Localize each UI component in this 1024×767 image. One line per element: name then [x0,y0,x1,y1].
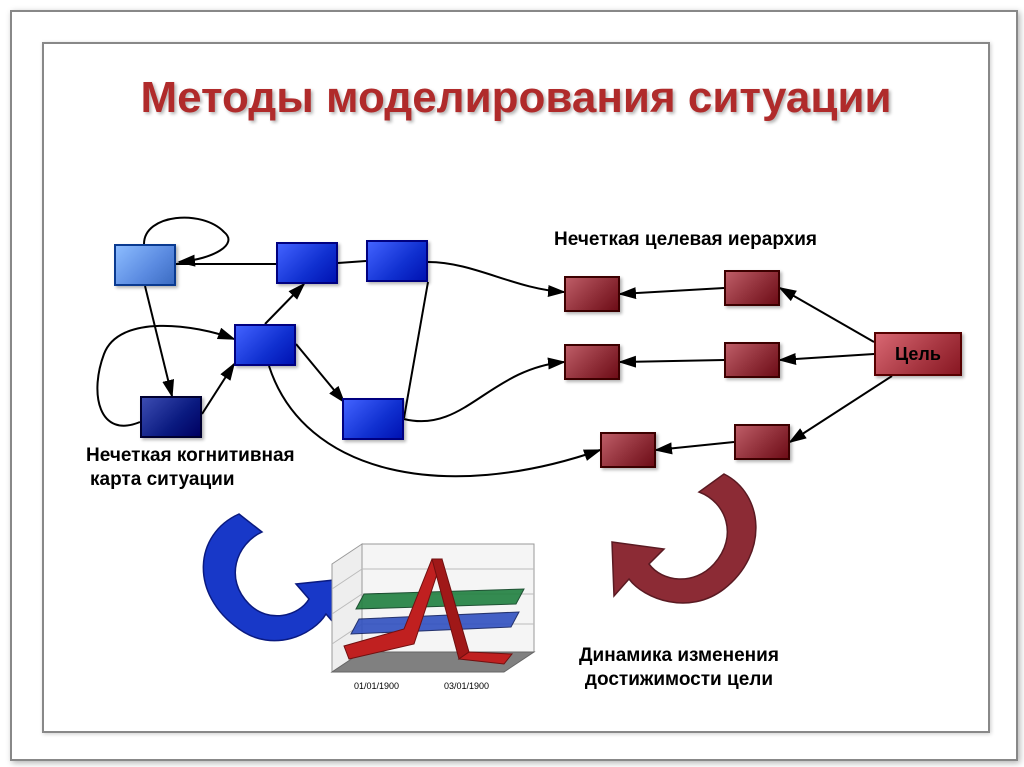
dynamics-line1: Динамика изменения [579,645,779,666]
big-red-arrow [612,474,756,603]
dynamics-line2: достижимости цели [585,669,773,690]
node-r4 [724,342,780,378]
node-b2 [276,242,338,284]
node-b1 [114,244,176,286]
big-blue-arrow [203,514,344,641]
node-b4 [234,324,296,366]
cognitive-map-label: Нечеткая когнитивная карта ситуации [86,444,295,492]
cognitive-map-line1: Нечеткая когнитивная [86,445,295,466]
node-b3 [366,240,428,282]
slide-title: Методы моделирования ситуации [44,74,988,122]
outer-frame: Методы моделирования ситуации Нечеткая ц… [10,10,1018,761]
node-r6 [734,424,790,460]
node-b6 [342,398,404,440]
node-r1 [564,276,620,312]
dynamics-chart: 01/01/1900 03/01/1900 [324,534,544,704]
node-goal: Цель [874,332,962,376]
dynamics-label: Динамика изменения достижимости цели [579,644,779,692]
cognitive-map-line2: карта ситуации [86,469,235,490]
inner-frame: Методы моделирования ситуации Нечеткая ц… [42,42,990,733]
chart-xlabel-1: 01/01/1900 [354,681,399,691]
node-r3 [564,344,620,380]
node-b5 [140,396,202,438]
chart-xlabel-2: 03/01/1900 [444,681,489,691]
hierarchy-label: Нечеткая целевая иерархия [554,229,817,251]
node-r2 [724,270,780,306]
node-r5 [600,432,656,468]
